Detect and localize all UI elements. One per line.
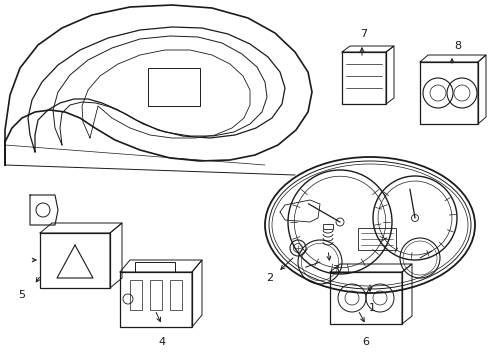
Bar <box>357 228 395 250</box>
Circle shape <box>411 215 418 221</box>
Text: 5: 5 <box>19 290 25 300</box>
Bar <box>341 52 385 104</box>
Text: 2: 2 <box>266 273 273 283</box>
Bar <box>323 224 332 229</box>
Text: 3: 3 <box>332 265 339 275</box>
Bar <box>170 280 182 310</box>
Bar <box>120 272 192 327</box>
Bar <box>419 62 477 124</box>
Text: 6: 6 <box>362 337 369 347</box>
Bar <box>40 233 110 288</box>
Circle shape <box>335 218 343 226</box>
Bar <box>329 272 401 324</box>
Bar <box>150 280 162 310</box>
Text: 1: 1 <box>368 303 375 313</box>
Bar <box>135 262 175 272</box>
Bar <box>130 280 142 310</box>
Bar <box>148 68 200 106</box>
Text: 7: 7 <box>360 29 367 39</box>
Text: 8: 8 <box>453 41 461 51</box>
Text: 4: 4 <box>158 337 165 347</box>
